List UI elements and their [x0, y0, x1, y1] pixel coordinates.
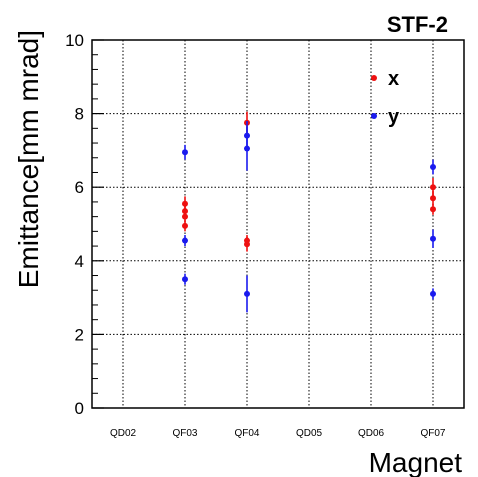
legend-label-x: x: [388, 68, 399, 90]
y-tick-label: 4: [75, 252, 84, 271]
x-tick-label: QF07: [420, 428, 445, 439]
grid: [92, 40, 464, 408]
data-point-y: [244, 290, 250, 297]
data-point-x: [182, 222, 188, 229]
data-point-x: [430, 184, 436, 191]
data-point-y: [182, 149, 188, 156]
data-point-x: [182, 200, 188, 207]
data-point-y: [244, 132, 250, 139]
y-tick-label: 2: [75, 325, 84, 344]
y-tick-label: 0: [75, 399, 84, 418]
x-tick-label: QD06: [358, 428, 385, 439]
x-tick-label: QF03: [172, 428, 197, 439]
data-point-y: [430, 163, 436, 170]
data-point-y: [182, 276, 188, 283]
data-marks: [182, 111, 436, 313]
data-point-x: [430, 206, 436, 213]
data-point-x: [244, 237, 250, 244]
legend-label-y: y: [388, 106, 400, 128]
y-tick-label: 8: [75, 105, 84, 124]
chart-title: STF-2: [387, 12, 448, 37]
plot-frame: [91, 39, 465, 409]
data-point-y: [182, 237, 188, 244]
legend-marker-x: [371, 75, 377, 81]
axis-ticks: 0 2 4 6 8 10 QD02 QF03 QF04 QD05 QD06 QF07: [65, 31, 446, 439]
x-axis-label: Magnet: [369, 447, 463, 477]
y-axis-label: Emittance[mm mrad]: [13, 30, 44, 288]
x-tick-label: QF04: [234, 428, 259, 439]
legend-marker-y: [371, 113, 377, 119]
data-point-y: [430, 235, 436, 242]
legend: xy: [371, 68, 400, 128]
x-tick-label: QD05: [296, 428, 323, 439]
y-tick-label: 10: [65, 31, 84, 50]
data-point-y: [430, 290, 436, 297]
x-tick-label: QD02: [110, 428, 137, 439]
y-tick-label: 6: [75, 178, 84, 197]
data-point-x: [430, 195, 436, 202]
